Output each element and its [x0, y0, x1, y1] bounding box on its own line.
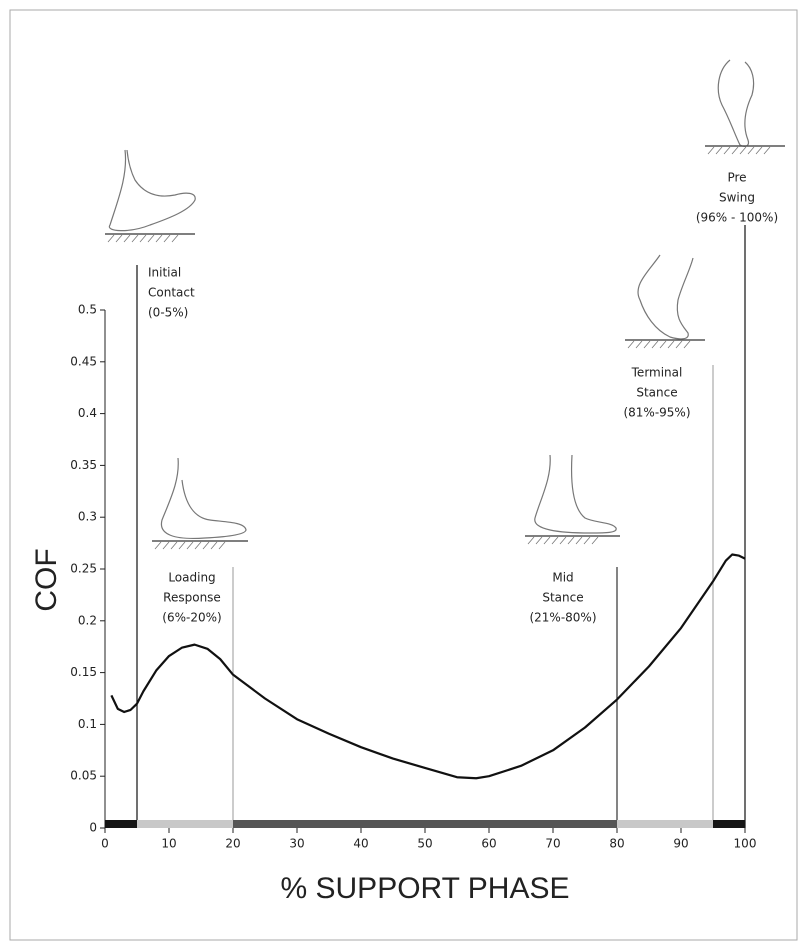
y-tick-label: 0.15	[70, 665, 97, 679]
foot-pre-swing	[705, 59, 785, 155]
x-tick-label: 10	[161, 837, 176, 851]
phase-label: Response	[163, 591, 221, 605]
x-tick-label: 60	[481, 837, 496, 851]
phase-label: Stance	[542, 591, 583, 605]
y-tick-label: 0.2	[78, 613, 97, 627]
phase-label: Terminal	[631, 366, 683, 380]
x-tick-label: 90	[673, 837, 688, 851]
phase-segment	[713, 820, 745, 828]
foot-initial-contact	[105, 149, 196, 243]
phase-segment	[105, 820, 137, 828]
y-axis-label: COF	[30, 548, 63, 611]
phase-label: Contact	[148, 286, 195, 300]
y-tick-label: 0.25	[70, 562, 97, 576]
phase-label: (0-5%)	[148, 306, 188, 320]
foot-mid-stance	[525, 454, 620, 545]
x-tick-label: 30	[289, 837, 304, 851]
phase-label: Initial	[148, 266, 181, 280]
phase-label: (21%-80%)	[529, 611, 596, 625]
x-tick-label: 100	[734, 837, 757, 851]
phase-label: (96% - 100%)	[696, 211, 778, 225]
phase-label: (81%-95%)	[623, 406, 690, 420]
data-line	[110, 553, 746, 780]
foot-terminal-stance	[625, 254, 705, 349]
phase-segment	[233, 820, 617, 828]
phase-label: Pre	[727, 171, 746, 185]
x-tick-label: 80	[609, 837, 624, 851]
x-tick-label: 20	[225, 837, 240, 851]
y-tick-label: 0.1	[78, 717, 97, 731]
phase-label: Stance	[636, 386, 677, 400]
y-tick-label: 0.35	[70, 458, 97, 472]
foot-loading-response	[152, 457, 248, 550]
phase-label: Loading	[168, 571, 215, 585]
x-tick-label: 50	[417, 837, 432, 851]
phase-label: (6%-20%)	[162, 611, 221, 625]
y-tick-label: 0.05	[70, 769, 97, 783]
phase-label: Swing	[719, 191, 755, 205]
y-tick-label: 0	[89, 821, 97, 835]
x-tick-label: 70	[545, 837, 560, 851]
y-tick-label: 0.5	[78, 303, 97, 317]
y-tick-label: 0.45	[70, 354, 97, 368]
y-tick-label: 0.3	[78, 510, 97, 524]
frame	[9, 9, 798, 941]
x-tick-label: 0	[101, 837, 109, 851]
x-tick-label: 40	[353, 837, 368, 851]
phase-segment	[617, 820, 713, 828]
y-tick-label: 0.4	[78, 406, 97, 420]
foot-illustrations	[105, 59, 785, 550]
phase-segment	[137, 820, 233, 828]
x-axis-label: % SUPPORT PHASE	[281, 872, 570, 905]
phase-label: Mid	[552, 571, 573, 585]
